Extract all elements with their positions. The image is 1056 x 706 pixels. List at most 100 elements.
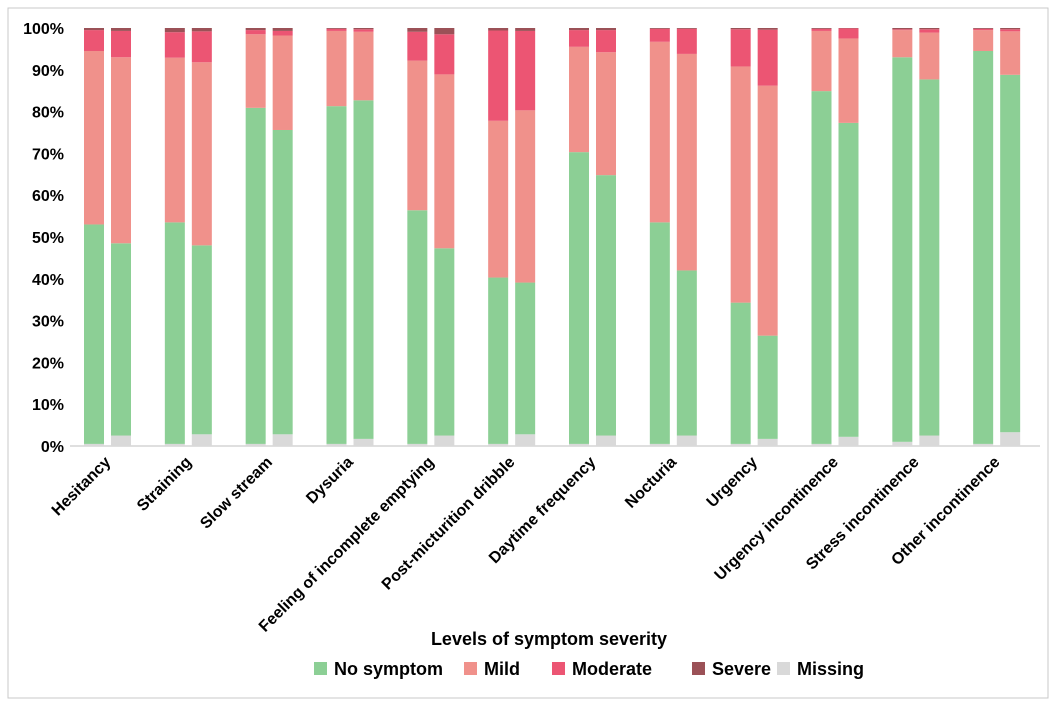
y-tick-label: 100% <box>23 21 64 38</box>
y-tick-label: 30% <box>32 314 64 331</box>
bar-segment-mild <box>758 86 778 336</box>
y-tick-label: 80% <box>32 105 64 122</box>
bar-segment-severe <box>650 28 670 29</box>
bar-segment-moderate <box>192 31 212 62</box>
bar-segment-mild <box>111 57 131 243</box>
bar-segment-moderate <box>488 31 508 121</box>
bar-segment-mild <box>354 32 374 101</box>
bar-segment-no-symptom <box>246 108 266 444</box>
bar-segment-mild <box>812 31 832 91</box>
bar-segment-moderate <box>111 31 131 57</box>
bar-segment-missing <box>246 444 266 446</box>
bar-segment-mild <box>731 66 751 302</box>
bar-segment-no-symptom <box>596 175 616 435</box>
bar-segment-moderate <box>327 29 347 31</box>
bar-segment-no-symptom <box>165 222 185 444</box>
bar-segment-moderate <box>839 28 859 38</box>
bar-segment-no-symptom <box>677 270 697 435</box>
bar-segment-mild <box>973 30 993 51</box>
bar-segment-moderate <box>650 29 670 42</box>
bar-segment-moderate <box>892 29 912 30</box>
bar-segment-severe <box>273 28 293 31</box>
legend-label: Moderate <box>572 659 652 679</box>
bar-segment-mild <box>84 51 104 224</box>
bar-segment-missing <box>677 436 697 446</box>
bar-segment-mild <box>515 110 535 282</box>
bar-segment-mild <box>596 52 616 175</box>
bar-segment-mild <box>650 42 670 223</box>
bar-segment-no-symptom <box>731 303 751 444</box>
bar-segment-severe <box>919 28 939 29</box>
bar-segment-mild <box>1000 31 1020 74</box>
bar-segment-moderate <box>569 30 589 47</box>
bar-segment-severe <box>973 28 993 29</box>
bar-segment-severe <box>812 28 832 29</box>
bar-segment-no-symptom <box>488 278 508 444</box>
bar-segment-moderate <box>596 30 616 52</box>
bar-segment-severe <box>84 28 104 30</box>
y-tick-label: 40% <box>32 272 64 289</box>
bar-segment-missing <box>758 439 778 446</box>
bar-segment-moderate <box>354 29 374 32</box>
bar-segment-no-symptom <box>812 91 832 444</box>
bar-segment-no-symptom <box>973 51 993 444</box>
bar-segment-moderate <box>758 30 778 86</box>
y-tick-label: 60% <box>32 188 64 205</box>
y-tick-label: 70% <box>32 146 64 163</box>
legend-swatch-mild <box>464 662 477 675</box>
y-tick-label: 20% <box>32 355 64 372</box>
y-tick-label: 10% <box>32 397 64 414</box>
bar-segment-no-symptom <box>192 245 212 434</box>
bar-segment-missing <box>731 444 751 446</box>
bar-segment-mild <box>407 61 427 211</box>
bar-segment-severe <box>327 28 347 29</box>
bar-segment-severe <box>354 28 374 29</box>
bar-segment-severe <box>596 28 616 30</box>
bar-segment-missing <box>273 434 293 446</box>
bar-segment-moderate <box>273 31 293 36</box>
bar-segment-missing <box>434 436 454 446</box>
bar-segment-missing <box>839 437 859 446</box>
bar-segment-moderate <box>434 34 454 74</box>
bar-segment-no-symptom <box>434 248 454 435</box>
bar-segment-mild <box>569 47 589 152</box>
bar-segment-moderate <box>246 30 266 34</box>
bar-segment-missing <box>488 444 508 446</box>
bar-segment-no-symptom <box>839 123 859 437</box>
bar-segment-severe <box>731 28 751 29</box>
bar-segment-no-symptom <box>354 100 374 439</box>
y-tick-label: 90% <box>32 63 64 80</box>
bar-segment-mild <box>273 36 293 130</box>
bar-segment-severe <box>434 28 454 34</box>
legend-label: No symptom <box>334 659 443 679</box>
legend-swatch-missing <box>777 662 790 675</box>
bar-segment-missing <box>111 436 131 446</box>
bar-segment-moderate <box>812 29 832 31</box>
bar-segment-missing <box>973 444 993 446</box>
bar-segment-no-symptom <box>650 222 670 444</box>
bar-segment-moderate <box>1000 29 1020 31</box>
bar-segment-mild <box>839 38 859 122</box>
bar-segment-severe <box>407 28 427 32</box>
bar-segment-severe <box>1000 28 1020 29</box>
bar-segment-mild <box>246 34 266 108</box>
bar-segment-mild <box>327 31 347 106</box>
legend-label: Severe <box>712 659 771 679</box>
bar-segment-missing <box>354 439 374 446</box>
bar-segment-severe <box>515 28 535 31</box>
bar-segment-missing <box>407 444 427 446</box>
bar-segment-missing <box>192 434 212 446</box>
x-axis-title: Levels of symptom severity <box>431 629 667 649</box>
legend-label: Mild <box>484 659 520 679</box>
bar-segment-moderate <box>677 29 697 54</box>
legend-swatch-moderate <box>552 662 565 675</box>
bar-segment-severe <box>111 28 131 31</box>
bar-segment-missing <box>165 444 185 446</box>
bar-segment-missing <box>515 434 535 446</box>
y-tick-label: 0% <box>41 439 64 456</box>
y-tick-label: 50% <box>32 230 64 247</box>
bar-segment-mild <box>165 58 185 223</box>
bar-segment-severe <box>246 28 266 30</box>
bar-segment-no-symptom <box>273 130 293 434</box>
